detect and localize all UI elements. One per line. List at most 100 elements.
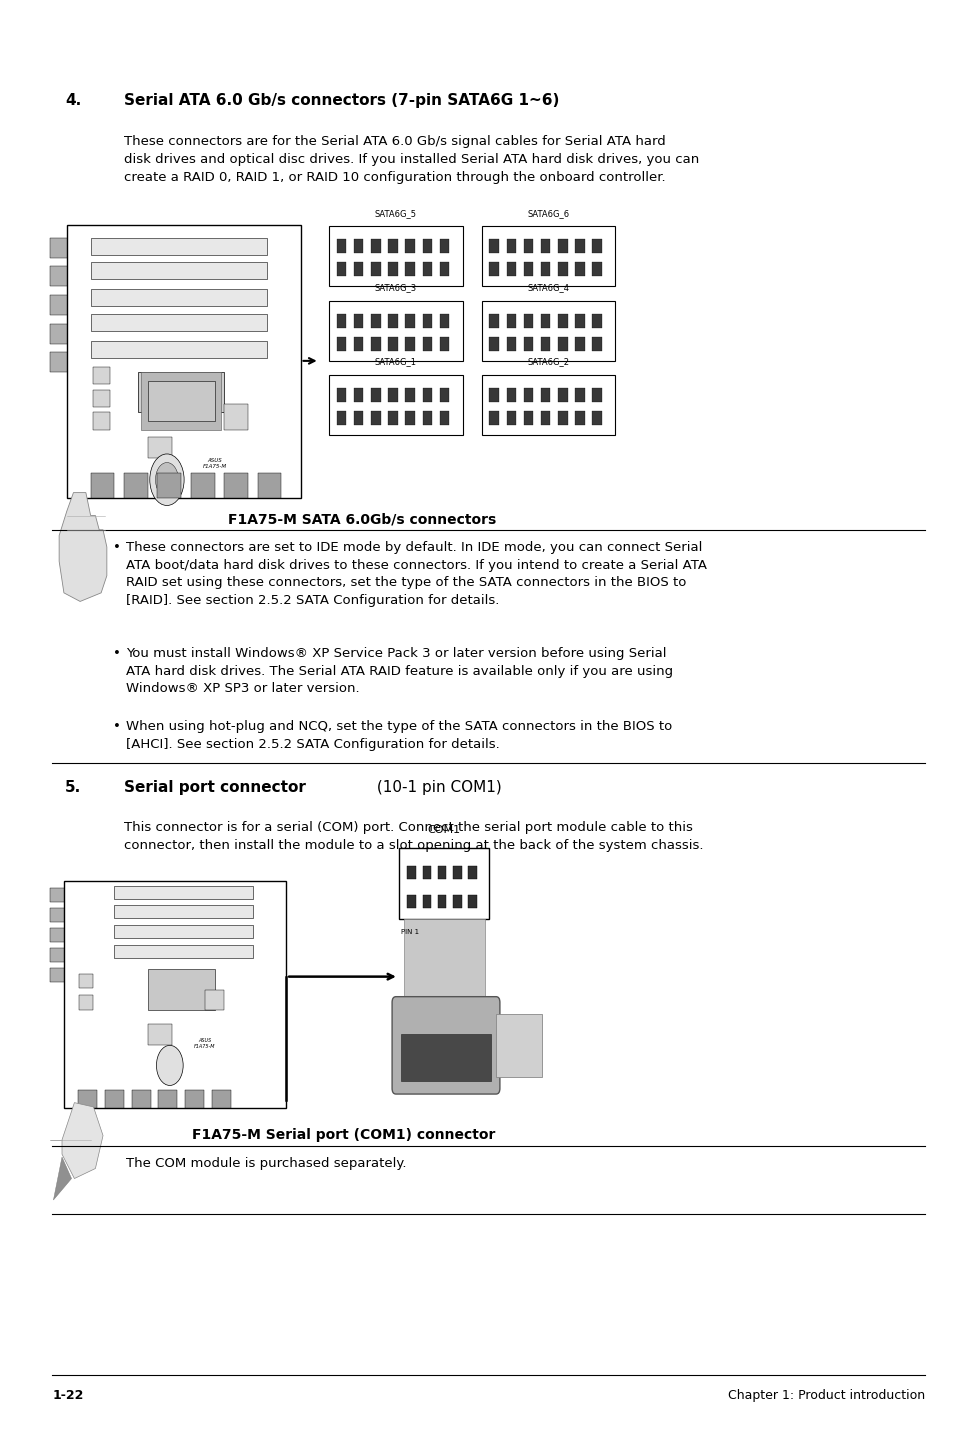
Bar: [540, 337, 550, 351]
Bar: [540, 262, 550, 276]
Bar: [439, 411, 449, 425]
FancyBboxPatch shape: [392, 997, 499, 1094]
Bar: [257, 473, 281, 498]
Bar: [575, 411, 584, 425]
Bar: [439, 239, 449, 253]
Polygon shape: [53, 1157, 71, 1200]
Bar: [453, 866, 461, 879]
Bar: [336, 239, 346, 253]
Bar: [558, 411, 567, 425]
Bar: [371, 262, 380, 276]
Bar: [132, 1090, 151, 1108]
Bar: [422, 314, 432, 328]
Bar: [212, 1090, 231, 1108]
Bar: [592, 411, 601, 425]
Text: Serial port connector: Serial port connector: [124, 780, 306, 795]
Bar: [506, 411, 516, 425]
Circle shape: [150, 454, 184, 505]
Bar: [481, 375, 615, 435]
Bar: [67, 225, 300, 498]
Bar: [185, 1090, 204, 1108]
Bar: [405, 239, 415, 253]
Bar: [506, 337, 516, 351]
Polygon shape: [62, 1103, 103, 1179]
Bar: [92, 412, 110, 430]
Bar: [575, 388, 584, 402]
Text: SATA6G_6: SATA6G_6: [527, 209, 569, 218]
Circle shape: [155, 463, 178, 497]
Bar: [558, 314, 567, 328]
Text: These connectors are for the Serial ATA 6.0 Gb/s signal cables for Serial ATA ha: These connectors are for the Serial ATA …: [124, 135, 699, 183]
Bar: [92, 390, 110, 407]
Text: 4.: 4.: [65, 93, 81, 107]
Bar: [91, 289, 267, 306]
Bar: [371, 314, 380, 328]
Bar: [124, 473, 148, 498]
Bar: [336, 388, 346, 402]
Text: F1A75-M Serial port (COM1) connector: F1A75-M Serial port (COM1) connector: [192, 1128, 495, 1143]
Bar: [138, 372, 224, 412]
Text: You must install Windows® XP Service Pack 3 or later version before using Serial: You must install Windows® XP Service Pac…: [126, 647, 673, 696]
Bar: [405, 388, 415, 402]
Bar: [540, 239, 550, 253]
Bar: [523, 239, 533, 253]
Bar: [114, 905, 253, 918]
Circle shape: [156, 1045, 183, 1085]
Bar: [114, 886, 253, 899]
Bar: [148, 437, 172, 458]
Bar: [157, 473, 181, 498]
Bar: [79, 974, 93, 988]
Bar: [50, 324, 67, 344]
Bar: [336, 314, 346, 328]
Text: When using hot-plug and NCQ, set the type of the SATA connectors in the BIOS to
: When using hot-plug and NCQ, set the typ…: [126, 720, 672, 750]
Bar: [506, 314, 516, 328]
Bar: [371, 388, 380, 402]
Bar: [224, 404, 248, 430]
Bar: [141, 372, 221, 430]
Bar: [50, 352, 67, 372]
Bar: [592, 388, 601, 402]
Bar: [422, 866, 431, 879]
Bar: [437, 866, 446, 879]
Text: These connectors are set to IDE mode by default. In IDE mode, you can connect Se: These connectors are set to IDE mode by …: [126, 541, 706, 607]
Bar: [50, 266, 67, 286]
Bar: [329, 226, 462, 286]
Text: ASUS
F1A75-M: ASUS F1A75-M: [194, 1038, 215, 1050]
Bar: [558, 262, 567, 276]
Bar: [388, 411, 397, 425]
Bar: [50, 908, 64, 922]
Bar: [148, 969, 214, 1010]
Text: •: •: [112, 541, 120, 554]
Bar: [468, 866, 476, 879]
Bar: [422, 895, 431, 908]
Bar: [91, 238, 267, 255]
Text: This connector is for a serial (COM) port. Connect the serial port module cable : This connector is for a serial (COM) por…: [124, 821, 702, 852]
Text: SATA6G_5: SATA6G_5: [375, 209, 416, 218]
Bar: [489, 411, 498, 425]
Bar: [575, 262, 584, 276]
Bar: [592, 314, 601, 328]
Bar: [407, 866, 416, 879]
Bar: [64, 881, 286, 1108]
Bar: [50, 295, 67, 315]
Bar: [371, 239, 380, 253]
Bar: [50, 928, 64, 942]
Bar: [422, 239, 432, 253]
Bar: [388, 314, 397, 328]
Bar: [489, 314, 498, 328]
Bar: [388, 239, 397, 253]
Bar: [439, 262, 449, 276]
Bar: [388, 388, 397, 402]
Bar: [354, 411, 363, 425]
Bar: [148, 1024, 172, 1045]
Bar: [506, 262, 516, 276]
Bar: [354, 388, 363, 402]
Bar: [50, 968, 64, 982]
Bar: [91, 314, 267, 331]
Bar: [224, 473, 248, 498]
Bar: [506, 239, 516, 253]
Text: The COM module is purchased separately.: The COM module is purchased separately.: [126, 1157, 406, 1170]
Bar: [523, 388, 533, 402]
Bar: [575, 239, 584, 253]
Bar: [558, 239, 567, 253]
